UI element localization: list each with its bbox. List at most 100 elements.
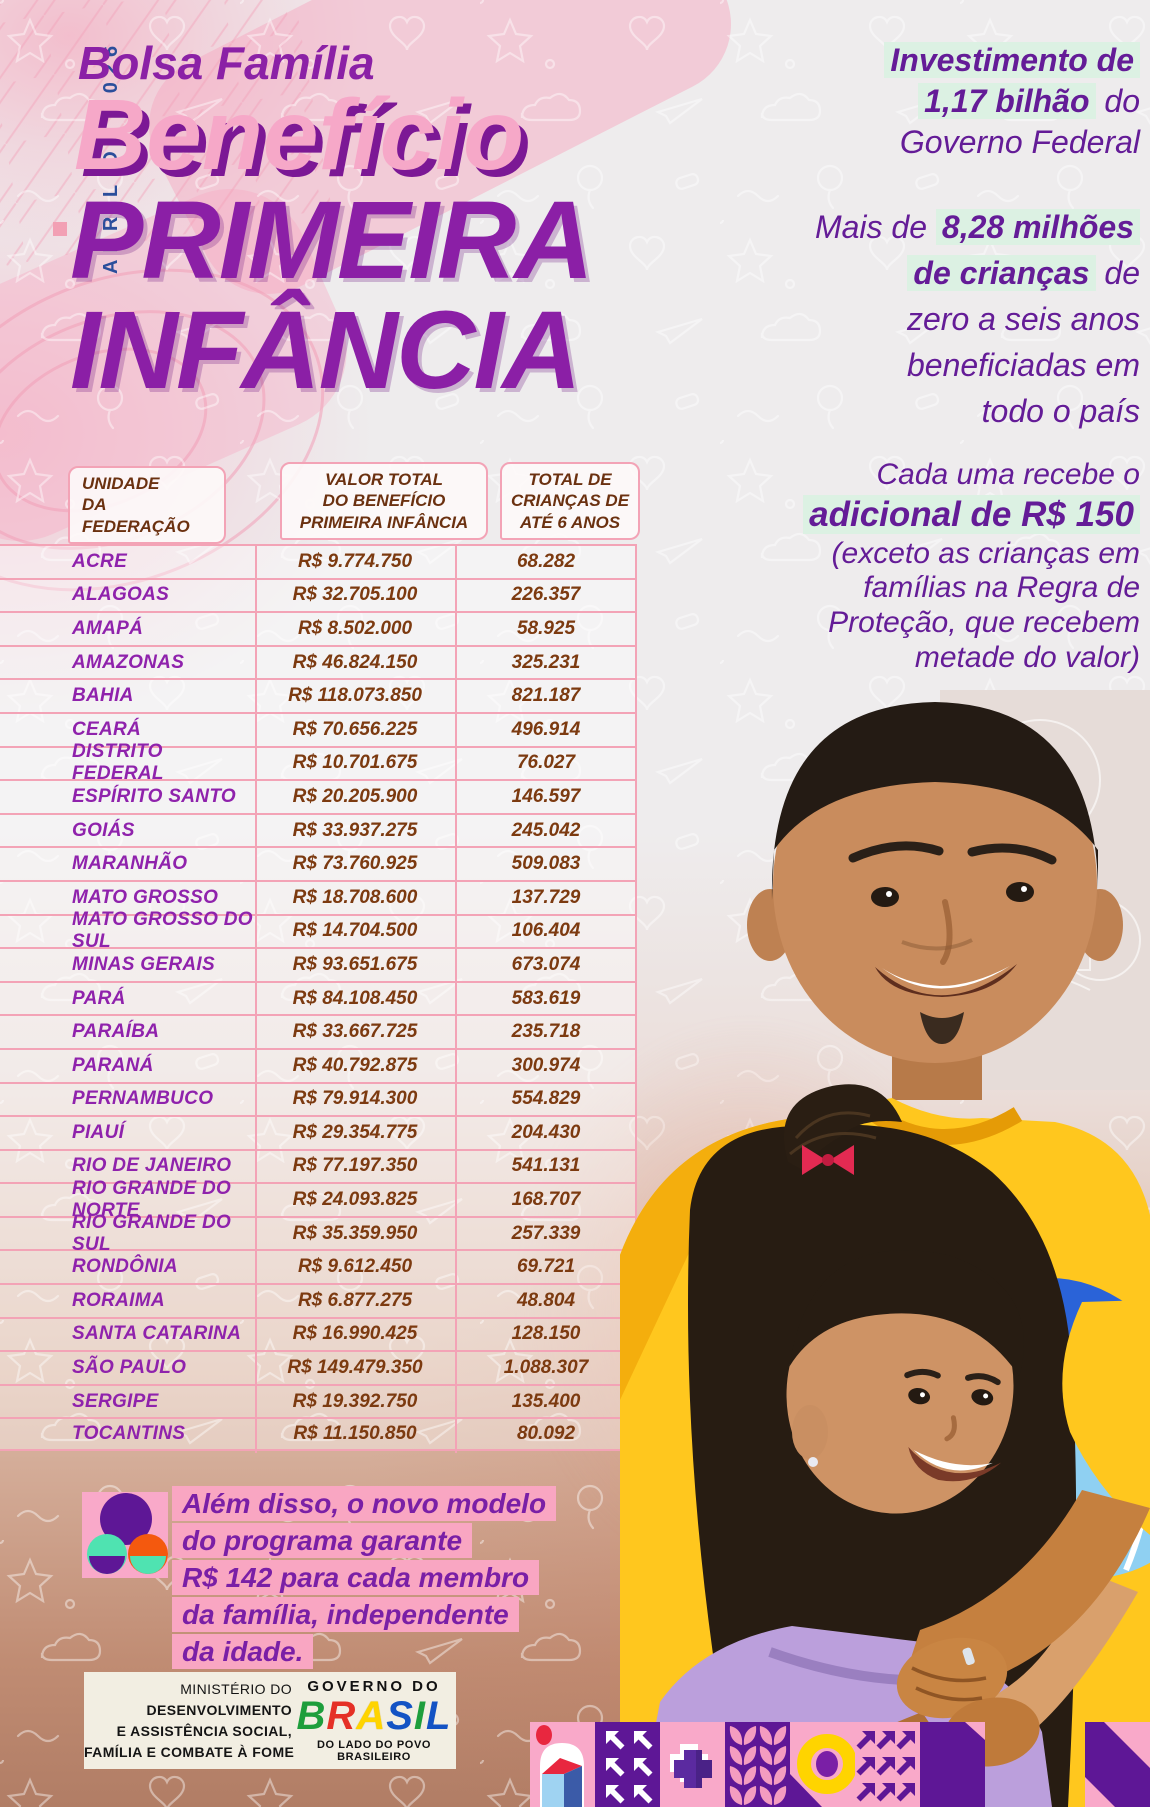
table-cell-criancas: 821.187 xyxy=(511,685,581,707)
table-row: DISTRITO FEDERAL R$ 10.701.675 76.027 xyxy=(0,741,637,784)
ministry-line: FAMÍLIA E COMBATE À FOME xyxy=(84,1743,295,1760)
extra-note-line: Além disso, o novo modelo xyxy=(172,1486,557,1521)
table-row: BAHIA R$ 118.073.850 821.187 xyxy=(0,678,637,712)
extra-note-line-bold: R$ 142 para cada membro xyxy=(172,1560,540,1595)
table-cell-uf: MATO GROSSO xyxy=(72,886,219,908)
table-cell-valor: R$ 79.914.300 xyxy=(292,1088,418,1110)
family-photo xyxy=(620,690,1150,1807)
date-dot xyxy=(53,222,67,236)
gov-logo-tagline: DO LADO DO POVO BRASILEIRO xyxy=(316,1739,432,1763)
table-cell-uf: PARANÁ xyxy=(72,1054,154,1076)
table-cell-valor: R$ 24.093.825 xyxy=(292,1189,418,1211)
house-tile-icon xyxy=(530,1722,595,1807)
table-cell-uf: ESPÍRITO SANTO xyxy=(72,785,236,807)
benefit-table: ACRE R$ 9.774.750 68.282 ALAGOAS R$ 32.705.1… xyxy=(0,544,637,1452)
table-row: SERGIPE R$ 19.392.750 135.400 xyxy=(0,1383,637,1418)
table-row: SANTA CATARINA R$ 16.990.425 128.150 xyxy=(0,1316,637,1351)
table-cell-valor: R$ 149.479.350 xyxy=(287,1357,423,1379)
table-cell-uf: ACRE xyxy=(72,550,128,572)
plus-3d-tile-icon xyxy=(660,1722,725,1807)
table-cell-criancas: 257.339 xyxy=(511,1222,581,1244)
table-cell-valor: R$ 9.612.450 xyxy=(297,1256,413,1278)
reach-line3: zero a seis anos xyxy=(906,301,1140,338)
table-cell-uf: BAHIA xyxy=(72,685,134,707)
table-header-valor: VALOR TOTAL DO BENEFÍCIO PRIMEIRA INFÂNC… xyxy=(280,462,488,540)
table-cell-criancas: 1.088.307 xyxy=(503,1357,589,1379)
table-cell-valor: R$ 14.704.500 xyxy=(292,920,418,942)
table-cell-criancas: 80.092 xyxy=(516,1423,576,1445)
table-cell-valor: R$ 18.708.600 xyxy=(292,886,418,908)
extra-note: Além disso, o novo modelo do programa ga… xyxy=(172,1486,557,1671)
table-cell-uf: SANTA CATARINA xyxy=(72,1323,242,1345)
table-cell-uf: TOCANTINS xyxy=(72,1423,186,1445)
table-cell-uf: AMAZONAS xyxy=(72,651,185,673)
table-cell-valor: R$ 40.792.875 xyxy=(292,1054,418,1076)
table-cell-uf: RORAIMA xyxy=(72,1289,165,1311)
table-cell-valor: R$ 73.760.925 xyxy=(292,853,418,875)
table-cell-criancas: 69.721 xyxy=(516,1256,576,1278)
table-cell-criancas: 554.829 xyxy=(511,1088,581,1110)
table-cell-uf: SÃO PAULO xyxy=(72,1357,187,1379)
triangles-tile-icon xyxy=(1085,1722,1150,1807)
per-child-line6: metade do valor) xyxy=(914,640,1140,674)
gov-logo-text: BRASIL xyxy=(296,1694,452,1738)
investment-amount: 1,17 bilhão xyxy=(918,82,1096,119)
table-row: PARANÁ R$ 40.792.875 300.974 xyxy=(0,1047,637,1082)
per-child-amount: adicional de R$ 150 xyxy=(803,494,1140,534)
table-row: AMAZONAS R$ 46.824.150 325.231 xyxy=(0,644,637,679)
table-cell-criancas: 146.597 xyxy=(511,785,581,807)
tile-strip-gap xyxy=(985,1722,1085,1807)
circles-icon xyxy=(82,1492,168,1578)
investment-rest: do xyxy=(1095,82,1140,119)
reach-line4: beneficiadas em xyxy=(906,347,1140,384)
table-row: MARANHÃO R$ 73.760.925 509.083 xyxy=(0,846,637,880)
table-cell-criancas: 68.282 xyxy=(516,550,576,572)
table-cell-criancas: 235.718 xyxy=(511,1021,581,1043)
table-cell-criancas: 325.231 xyxy=(511,651,581,673)
table-divider xyxy=(455,544,457,1453)
ministry-line: MINISTÉRIO DO xyxy=(180,1680,292,1697)
table-divider xyxy=(255,544,257,1453)
table-cell-uf: GOIÁS xyxy=(72,819,135,841)
table-cell-valor: R$ 6.877.275 xyxy=(297,1289,413,1311)
investment-bold: Investimento de xyxy=(884,42,1140,78)
table-cell-criancas: 137.729 xyxy=(511,886,581,908)
table-cell-uf: MATO GROSSO DO SUL xyxy=(72,909,253,953)
table-cell-valor: R$ 20.205.900 xyxy=(292,785,418,807)
table-cell-valor: R$ 46.824.150 xyxy=(292,651,418,673)
table-row: AMAPÁ R$ 8.502.000 58.925 xyxy=(0,611,637,645)
table-cell-uf: PERNAMBUCO xyxy=(72,1088,214,1110)
table-cell-uf: RONDÔNIA xyxy=(72,1256,178,1278)
table-header-uf: UNIDADE DA FEDERAÇÃO xyxy=(68,466,226,544)
per-child-paragraph: Cada uma recebe o adicional de R$ 150 (e… xyxy=(670,458,1140,676)
table-cell-uf: AMAPÁ xyxy=(72,617,144,639)
reach-line5: todo o país xyxy=(981,393,1140,430)
table-cell-valor: R$ 33.937.275 xyxy=(292,819,418,841)
table-row: PERNAMBUCO R$ 79.914.300 554.829 xyxy=(0,1081,637,1116)
footer-logos: MINISTÉRIO DO DESENVOLVIMENTO E ASSISTÊN… xyxy=(84,1672,456,1769)
table-row: RIO GRANDE DO SUL R$ 35.359.950 257.339 xyxy=(0,1212,637,1255)
table-cell-uf: ALAGOAS xyxy=(72,584,170,606)
table-cell-uf: CEARÁ xyxy=(72,718,142,740)
table-row: PARAÍBA R$ 33.667.725 235.718 xyxy=(0,1014,637,1048)
reach-paragraph: Mais de 8,28 milhões de crianças de zero… xyxy=(670,204,1140,434)
ministry-line: DESENVOLVIMENTO xyxy=(146,1701,292,1718)
gov-logo-top: GOVERNO DO xyxy=(307,1678,441,1695)
ministry-line: E ASSISTÊNCIA SOCIAL, xyxy=(116,1722,292,1739)
table-cell-valor: R$ 8.502.000 xyxy=(297,617,413,639)
table-cell-valor: R$ 9.774.750 xyxy=(297,550,413,572)
table-cell-uf: MARANHÃO xyxy=(72,853,188,875)
table-row: ALAGOAS R$ 32.705.100 226.357 xyxy=(0,577,637,612)
table-row: ACRE R$ 9.774.750 68.282 xyxy=(0,544,637,578)
table-cell-criancas: 128.150 xyxy=(511,1323,581,1345)
table-cell-valor: R$ 93.651.675 xyxy=(292,953,418,975)
table-cell-criancas: 48.804 xyxy=(516,1289,576,1311)
table-cell-criancas: 106.404 xyxy=(511,920,581,942)
table-cell-valor: R$ 10.701.675 xyxy=(292,752,418,774)
table-cell-valor: R$ 77.197.350 xyxy=(292,1155,418,1177)
table-cell-uf: RIO DE JANEIRO xyxy=(72,1155,232,1177)
table-cell-criancas: 135.400 xyxy=(511,1390,581,1412)
bottom-tile-strip xyxy=(530,1722,1150,1807)
table-row: PARÁ R$ 84.108.450 583.619 xyxy=(0,980,637,1015)
